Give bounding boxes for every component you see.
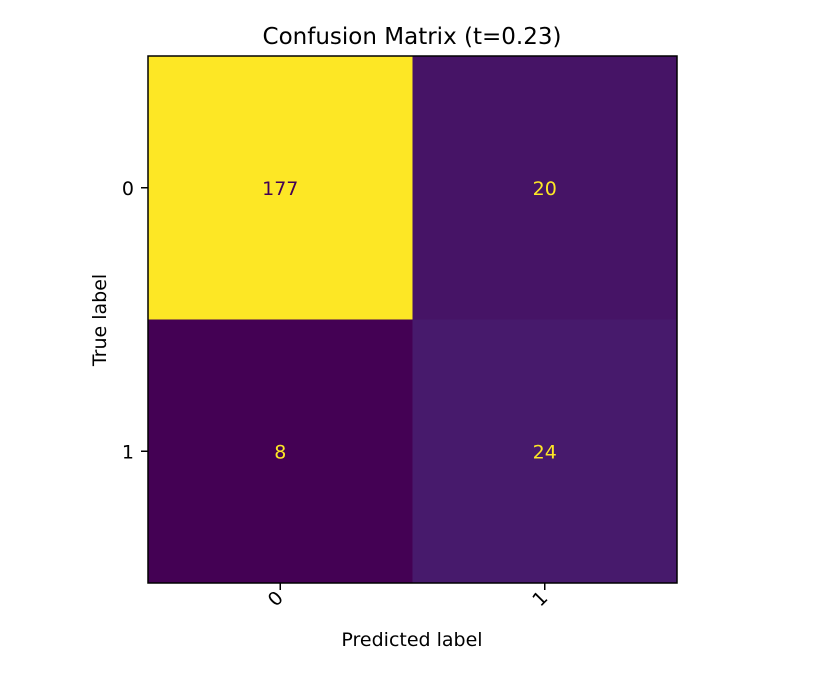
y-axis-label: True label: [89, 274, 111, 367]
x-tick-label-1: 1: [528, 587, 552, 611]
cell-value-labels: 177 20 8 24: [262, 178, 557, 464]
cell-label-0-1: 20: [533, 178, 557, 200]
plot-frame: [147, 55, 678, 584]
y-tick-label-0: 0: [122, 178, 134, 200]
cell-label-1-1: 24: [533, 441, 557, 463]
y-axis-ticks: 01: [122, 178, 148, 463]
heatmap-cell-0-0: [148, 56, 413, 320]
x-tick-label-0: 0: [264, 587, 288, 611]
heatmap-cell-1-0: [148, 319, 413, 584]
x-axis-label: Predicted label: [341, 629, 482, 651]
heatmap-cell-1-1: [412, 319, 678, 584]
cell-label-0-0: 177: [262, 178, 298, 200]
cell-label-1-0: 8: [274, 441, 286, 463]
y-tick-label-1: 1: [122, 441, 134, 463]
heatmap-cell-0-1: [412, 56, 678, 320]
chart-title: Confusion Matrix (t=0.23): [263, 24, 562, 50]
heatmap-cells: [148, 56, 678, 584]
